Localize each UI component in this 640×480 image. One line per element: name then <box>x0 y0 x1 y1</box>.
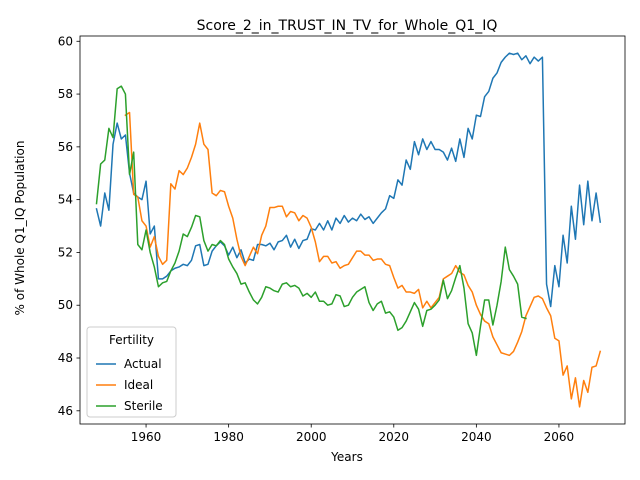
legend-title: Fertility <box>109 333 154 347</box>
x-axis-label: Years <box>330 450 363 464</box>
y-tick-label: 56 <box>58 140 73 154</box>
y-axis-label: % of Whole Q1_IQ Population <box>13 141 27 316</box>
series-line-sterile <box>95 85 527 357</box>
x-tick-label: 2060 <box>544 430 575 444</box>
series-line-actual <box>95 52 602 308</box>
y-tick-label: 52 <box>58 245 73 259</box>
x-tick-label: 2040 <box>461 430 492 444</box>
y-tick-label: 54 <box>58 193 73 207</box>
x-tick-label: 2020 <box>379 430 410 444</box>
y-tick-label: 46 <box>58 404 73 418</box>
x-tick-label: 2000 <box>296 430 327 444</box>
legend-box <box>86 326 177 418</box>
plot-area: 1960 1980 2000 2020 2040 2060 46 48 50 52 54 56 58 60 <box>58 34 626 444</box>
y-tick-label: 48 <box>58 351 73 365</box>
y-tick-label: 50 <box>58 298 73 312</box>
y-tick-label: 58 <box>58 87 73 101</box>
y-tick-label: 60 <box>58 34 73 48</box>
legend-label-ideal: Ideal <box>124 378 153 392</box>
chart-title: Score_2_in_TRUST_IN_TV_for_Whole_Q1_IQ <box>197 18 498 34</box>
legend-label-actual: Actual <box>124 357 162 371</box>
series-line-ideal <box>124 111 602 408</box>
legend-label-sterile: Sterile <box>124 399 163 413</box>
x-tick-label: 1980 <box>213 430 244 444</box>
legend: Fertility Actual Ideal Sterile <box>86 326 177 418</box>
plot-frame <box>79 35 626 425</box>
x-tick-label: 1960 <box>131 430 162 444</box>
